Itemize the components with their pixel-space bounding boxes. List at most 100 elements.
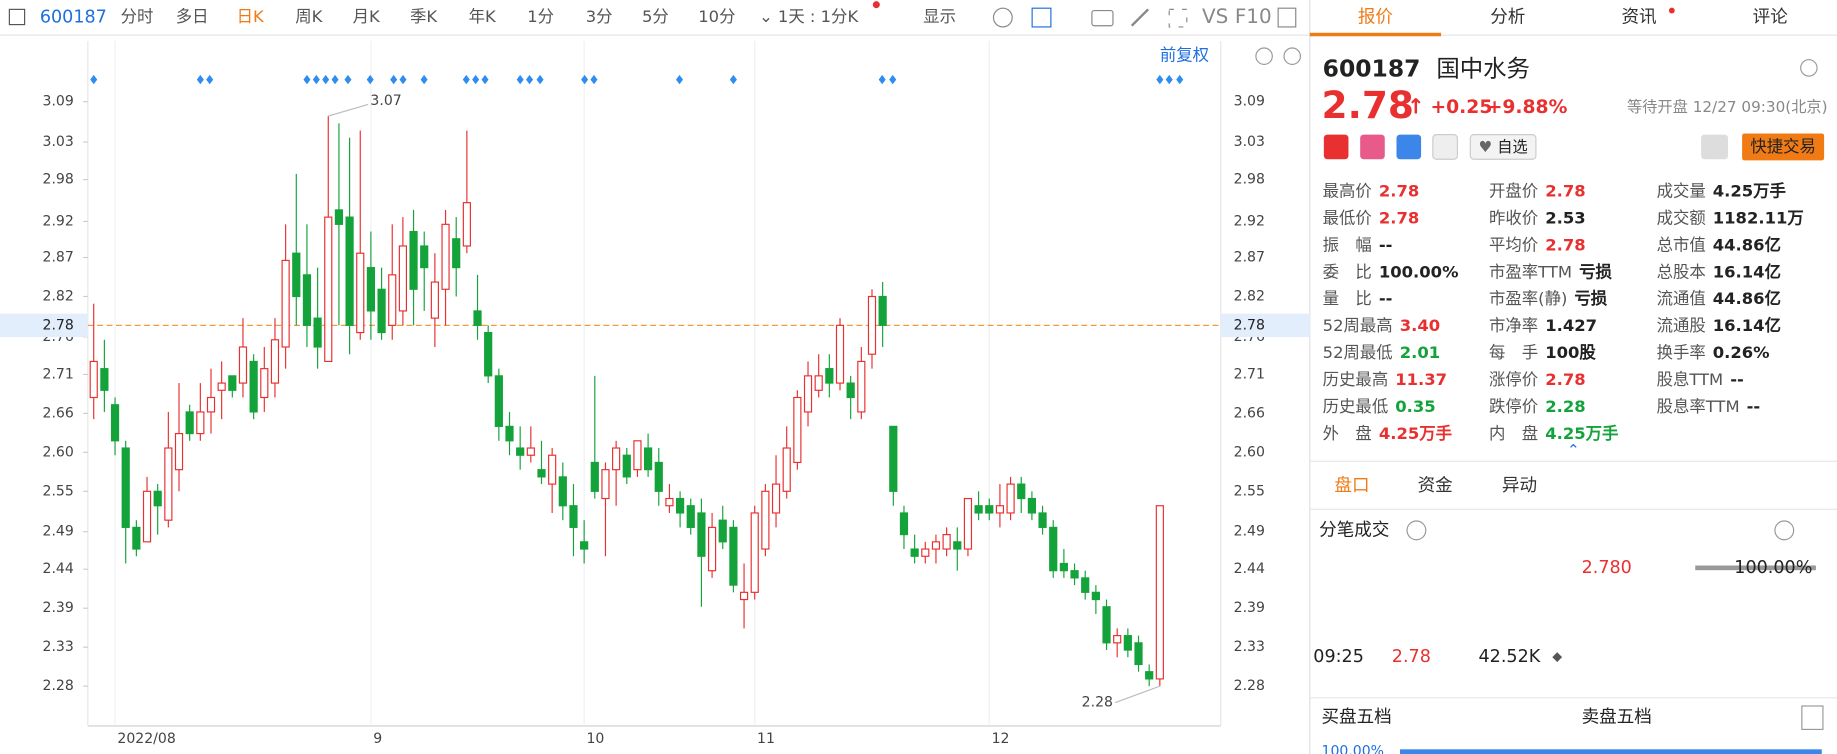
stat-label: 股息TTM (1657, 370, 1724, 389)
event-marker[interactable] (312, 74, 320, 85)
tick-price: 2.780 (1582, 558, 1632, 578)
flag-icon[interactable] (1323, 134, 1349, 160)
tab[interactable]: 报价 (1358, 8, 1394, 28)
event-marker[interactable] (366, 74, 374, 85)
candle-body (697, 512, 706, 557)
event-marker[interactable] (1165, 74, 1173, 85)
event-marker[interactable] (729, 74, 737, 85)
stat-label: 昨收价 (1489, 208, 1538, 227)
settings-icon[interactable] (1800, 59, 1818, 77)
y-tick-label: 2.49 (43, 524, 74, 540)
icon[interactable] (1360, 134, 1385, 160)
period-button[interactable]: 季K (410, 7, 438, 26)
settings-icon[interactable] (992, 7, 1013, 28)
event-marker[interactable] (303, 74, 311, 85)
y-tick-label: 2.82 (1234, 288, 1265, 304)
event-marker[interactable] (1156, 74, 1164, 85)
more-icon[interactable] (1774, 520, 1795, 541)
period-button[interactable]: 月K (353, 7, 381, 26)
stat-value: 0.35 (1395, 397, 1435, 416)
stat-label: 市净率 (1489, 316, 1538, 335)
collapse-arrow[interactable]: ⌃ (1567, 441, 1580, 459)
x-tick-label: 11 (757, 731, 775, 747)
event-marker[interactable] (472, 74, 480, 85)
event-marker[interactable] (581, 74, 589, 85)
period-button[interactable]: 年K (469, 7, 497, 26)
candle-body (750, 512, 759, 593)
event-marker[interactable] (590, 74, 598, 85)
vs-button[interactable]: VS (1202, 5, 1228, 28)
icon[interactable] (1396, 134, 1422, 160)
dropdown-arrow[interactable]: ⌄ (759, 7, 773, 26)
event-marker[interactable] (462, 74, 470, 85)
event-marker[interactable] (420, 74, 428, 85)
icon[interactable] (1432, 134, 1459, 160)
event-marker[interactable] (526, 74, 534, 85)
camera-icon[interactable] (1091, 9, 1114, 27)
stat-value: 4.25万手 (1713, 182, 1786, 201)
f10-button[interactable]: F10 (1235, 5, 1272, 28)
alert-button[interactable] (1701, 134, 1729, 160)
period-button[interactable]: 日K (237, 7, 265, 26)
stat-value: 44.86亿 (1713, 235, 1781, 254)
y-tick-label: 2.60 (43, 444, 74, 460)
stat-value: 2.01 (1400, 343, 1440, 362)
draw-icon[interactable] (1130, 8, 1149, 27)
trade-button[interactable] (1742, 133, 1825, 161)
subtab[interactable]: 异动 (1502, 476, 1537, 496)
candle-body (196, 411, 205, 435)
tab[interactable]: 资讯 (1621, 8, 1656, 28)
level-button[interactable] (1801, 705, 1824, 730)
event-marker[interactable] (344, 74, 352, 85)
period-button[interactable]: 周K (295, 7, 323, 26)
info-icon[interactable] (1406, 520, 1427, 541)
candle-body (334, 209, 344, 225)
candle-body (398, 245, 407, 312)
period-button[interactable]: 多日 (176, 7, 209, 26)
event-marker[interactable] (878, 74, 886, 85)
event-marker[interactable] (390, 74, 398, 85)
event-marker[interactable] (536, 74, 544, 85)
event-marker[interactable] (481, 74, 489, 85)
trade-volume: 42.52K (1479, 647, 1541, 667)
event-marker[interactable] (1176, 74, 1184, 85)
candle-body (1113, 635, 1122, 644)
candle-body (430, 281, 439, 319)
period-button[interactable]: 10分 (698, 7, 735, 26)
event-marker[interactable] (331, 74, 339, 85)
fullscreen-icon[interactable] (1168, 8, 1188, 28)
event-marker[interactable] (322, 74, 330, 85)
event-marker[interactable] (90, 74, 98, 85)
zoom-in[interactable] (1283, 47, 1302, 65)
event-marker[interactable] (516, 74, 524, 85)
candle-body (995, 505, 1005, 514)
candle-body (281, 259, 290, 348)
event-marker[interactable] (889, 74, 897, 85)
period-button[interactable]: 1天 : 1分K (778, 7, 860, 26)
y-tick-label: 2.92 (43, 213, 74, 229)
event-marker[interactable] (206, 74, 214, 85)
color-icon[interactable] (1031, 7, 1052, 28)
show-menu[interactable]: 显示 (923, 7, 956, 26)
sidebar-toggle[interactable] (8, 8, 26, 26)
subtab[interactable]: 资金 (1418, 476, 1454, 496)
subtab[interactable]: 盘口 (1334, 476, 1369, 496)
candle-body (686, 505, 695, 528)
period-button[interactable]: 3分 (586, 7, 613, 26)
stat-value: 2.78 (1545, 182, 1585, 201)
period-button[interactable]: 5分 (642, 7, 669, 26)
period-button[interactable]: 1分 (527, 7, 554, 26)
stat-label: 最低价 (1323, 208, 1372, 227)
tab[interactable]: 评论 (1753, 8, 1789, 28)
adjust-mode[interactable]: 前复权 (1160, 46, 1209, 65)
zoom-out[interactable] (1255, 47, 1273, 65)
event-marker[interactable] (675, 74, 684, 85)
watch-button[interactable] (1469, 134, 1537, 160)
event-marker[interactable] (196, 74, 204, 85)
y-tick-label: 3.09 (1234, 94, 1265, 110)
period-button[interactable]: 分时 (121, 7, 154, 26)
candle-body (302, 274, 312, 326)
tab[interactable]: 分析 (1490, 8, 1525, 28)
panel-icon[interactable] (1277, 7, 1297, 28)
event-marker[interactable] (399, 74, 407, 85)
